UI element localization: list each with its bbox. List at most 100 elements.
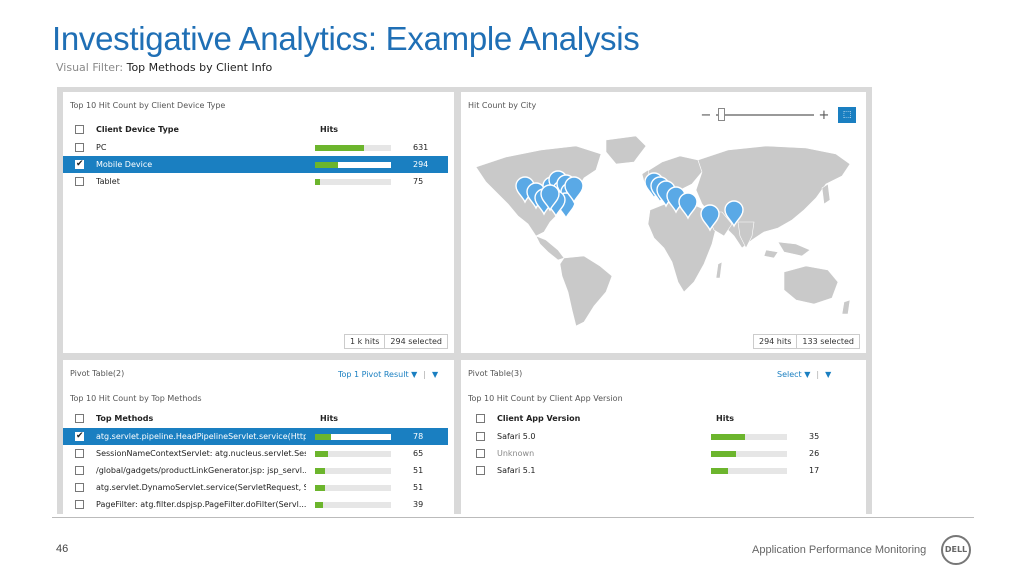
table-row[interactable]: Tablet 75: [63, 173, 448, 190]
hits-bar: [711, 468, 787, 474]
checkmark-icon: ✔: [76, 431, 84, 441]
row-label: atg.servlet.pipeline.HeadPipelineServlet…: [96, 432, 306, 441]
hits-bar-fill: [711, 434, 746, 440]
pivot-result-dropdown[interactable]: Top 1 Pivot Result ▼: [338, 370, 418, 379]
footer-text: Application Performance Monitoring: [752, 544, 927, 556]
footer-divider: [52, 517, 974, 518]
row-hits-value: 294: [413, 160, 429, 169]
hits-bar: [315, 179, 391, 185]
column-header-hits[interactable]: Hits: [716, 414, 735, 423]
map-pin-icon[interactable]: [564, 176, 584, 204]
dell-logo: DELL: [941, 535, 971, 565]
row-checkbox[interactable]: [75, 500, 84, 509]
hits-bar: [315, 145, 391, 151]
table-row[interactable]: Safari 5.0 35: [464, 428, 849, 445]
pivot-result-control: Top 1 Pivot Result ▼ | ▼: [338, 370, 438, 379]
visual-filter-label: Visual Filter:: [56, 61, 124, 74]
methods-table: Top Methods Hits ✔ atg.servlet.pipeline.H…: [63, 408, 448, 513]
select-all-checkbox[interactable]: [75, 125, 84, 134]
panel-subtitle: Top 10 Hit Count by Top Methods: [70, 394, 202, 403]
zoom-out-button[interactable]: −: [700, 107, 712, 123]
hits-bar: [315, 434, 391, 440]
row-label: Safari 5.0: [497, 432, 536, 441]
hits-bar: [315, 485, 391, 491]
hits-bar-fill: [711, 468, 728, 474]
row-checkbox[interactable]: [476, 449, 485, 458]
hits-bar-fill: [315, 502, 323, 508]
panel-subtitle: Top 10 Hit Count by Client App Version: [468, 394, 623, 403]
row-hits-value: 51: [413, 483, 424, 492]
hits-bar-fill: [315, 485, 325, 491]
dashboard: Top 10 Hit Count by Client Device Type C…: [57, 87, 872, 514]
row-label: Unknown: [497, 449, 535, 458]
zoom-slider-handle[interactable]: [718, 108, 725, 121]
hits-bar-fill: [315, 145, 364, 151]
row-checkbox[interactable]: [75, 466, 84, 475]
row-label: atg.servlet.DynamoServlet.service(Servle…: [96, 483, 306, 492]
land-masses: [475, 135, 851, 327]
row-hits-value: 17: [809, 466, 820, 475]
select-control: Select ▼ | ▼: [777, 370, 831, 379]
map-pin-icon[interactable]: [700, 204, 720, 232]
column-header-name[interactable]: Client App Version: [497, 414, 581, 423]
row-checkbox[interactable]: ✔: [75, 431, 84, 441]
row-checkbox[interactable]: [476, 466, 485, 475]
zoom-in-button[interactable]: +: [818, 107, 830, 123]
city-map-panel: Hit Count by City − + ⬚: [461, 92, 866, 353]
column-header-hits[interactable]: Hits: [320, 125, 339, 134]
row-label: SessionNameContextServlet: atg.nucleus.s…: [96, 449, 306, 458]
map-pin-icon[interactable]: [724, 200, 744, 228]
row-checkbox[interactable]: [75, 449, 84, 458]
table-row[interactable]: PC 631: [63, 139, 448, 156]
device-type-panel: Top 10 Hit Count by Client Device Type C…: [63, 92, 454, 353]
column-header-hits[interactable]: Hits: [320, 414, 339, 423]
panel-menu-icon[interactable]: ▼: [431, 370, 439, 379]
table-row[interactable]: ✔ atg.servlet.pipeline.HeadPipelineServle…: [63, 428, 448, 445]
row-checkbox[interactable]: [75, 143, 84, 152]
table-header: Client Device Type Hits: [63, 119, 448, 139]
row-hits-value: 26: [809, 449, 820, 458]
zoom-slider[interactable]: [716, 108, 814, 121]
row-hits-value: 631: [413, 143, 429, 152]
select-all-checkbox[interactable]: [476, 414, 485, 423]
panel-menu-icon[interactable]: ▼: [825, 370, 832, 379]
hits-bar-fill: [315, 162, 338, 168]
world-map[interactable]: [466, 132, 861, 330]
table-row[interactable]: Safari 5.1 17: [464, 462, 849, 479]
row-label: PC: [96, 143, 107, 152]
map-pin-icon[interactable]: [678, 192, 698, 220]
hits-bar: [315, 162, 391, 168]
column-header-name[interactable]: Client Device Type: [96, 125, 179, 134]
panel-title: Hit Count by City: [468, 101, 537, 110]
table-row[interactable]: ✔ Mobile Device 294: [63, 156, 448, 173]
row-hits-value: 35: [809, 432, 820, 441]
visual-filter-subtitle: Visual Filter: Top Methods by Client Inf…: [56, 61, 272, 74]
select-region-button[interactable]: ⬚: [838, 107, 856, 123]
hits-summary: 294 hits 133 selected: [752, 334, 860, 349]
city-markers[interactable]: [515, 170, 744, 232]
table-row[interactable]: SessionNameContextServlet: atg.nucleus.s…: [63, 445, 448, 462]
table-header: Top Methods Hits: [63, 408, 448, 428]
table-row[interactable]: /global/gadgets/productLinkGenerator.jsp…: [63, 462, 448, 479]
row-checkbox[interactable]: [75, 177, 84, 186]
row-checkbox[interactable]: [75, 483, 84, 492]
table-row[interactable]: PageFilter: atg.filter.dspjsp.PageFilter…: [63, 496, 448, 513]
row-label: PageFilter: atg.filter.dspjsp.PageFilter…: [96, 500, 306, 509]
row-checkbox[interactable]: [476, 432, 485, 441]
select-all-checkbox[interactable]: [75, 414, 84, 423]
total-hits: 1 k hits: [350, 337, 380, 346]
column-header-name[interactable]: Top Methods: [96, 414, 154, 423]
map-pin-icon[interactable]: [540, 184, 560, 212]
hits-bar: [315, 468, 391, 474]
table-row[interactable]: Unknown 26: [464, 445, 849, 462]
panel-title: Top 10 Hit Count by Client Device Type: [70, 101, 226, 110]
row-label: Safari 5.1: [497, 466, 536, 475]
control-separator: |: [423, 370, 426, 379]
visual-filter-value: Top Methods by Client Info: [126, 61, 273, 74]
methods-pivot-panel: Pivot Table(2) Top 1 Pivot Result ▼ | ▼ To…: [63, 360, 454, 514]
hits-bar-fill: [315, 434, 331, 440]
slide-title: Investigative Analytics: Example Analysi…: [52, 20, 640, 57]
row-checkbox[interactable]: ✔: [75, 159, 84, 169]
table-row[interactable]: atg.servlet.DynamoServlet.service(Servle…: [63, 479, 448, 496]
select-dropdown[interactable]: Select ▼: [777, 370, 811, 379]
